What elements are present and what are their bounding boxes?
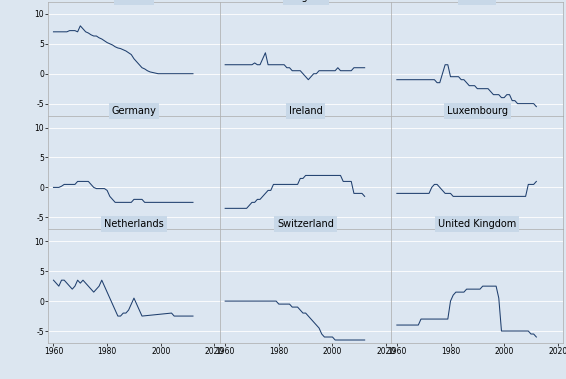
Title: Switzerland: Switzerland xyxy=(277,219,334,229)
Title: Ireland: Ireland xyxy=(289,106,323,116)
Title: Germany: Germany xyxy=(112,106,156,116)
Title: Belgium: Belgium xyxy=(286,0,325,2)
Title: Luxembourg: Luxembourg xyxy=(447,106,508,116)
Title: United Kingdom: United Kingdom xyxy=(438,219,516,229)
Title: Austria: Austria xyxy=(117,0,151,2)
Title: Netherlands: Netherlands xyxy=(104,219,164,229)
Title: France: France xyxy=(461,0,494,2)
